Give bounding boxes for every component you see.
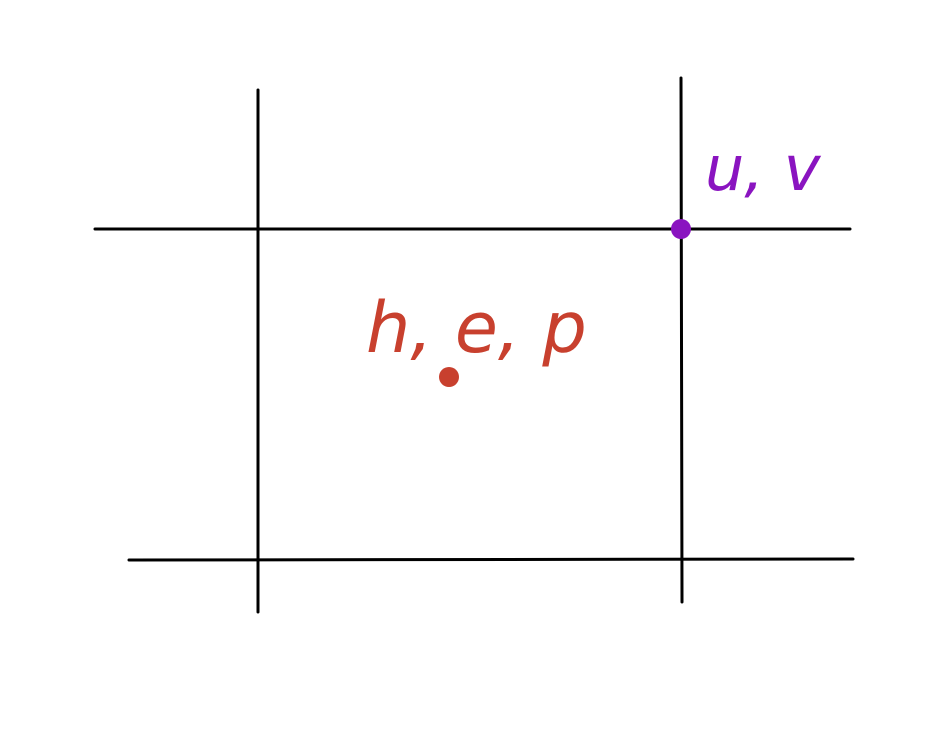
cell-center-label: h, e, p [366, 287, 587, 369]
cell-center-point [439, 367, 459, 387]
grid-line-bottom [127, 557, 855, 562]
grid-line-right [679, 76, 684, 604]
corner-point [671, 219, 691, 239]
corner-label: u, v [705, 132, 822, 205]
